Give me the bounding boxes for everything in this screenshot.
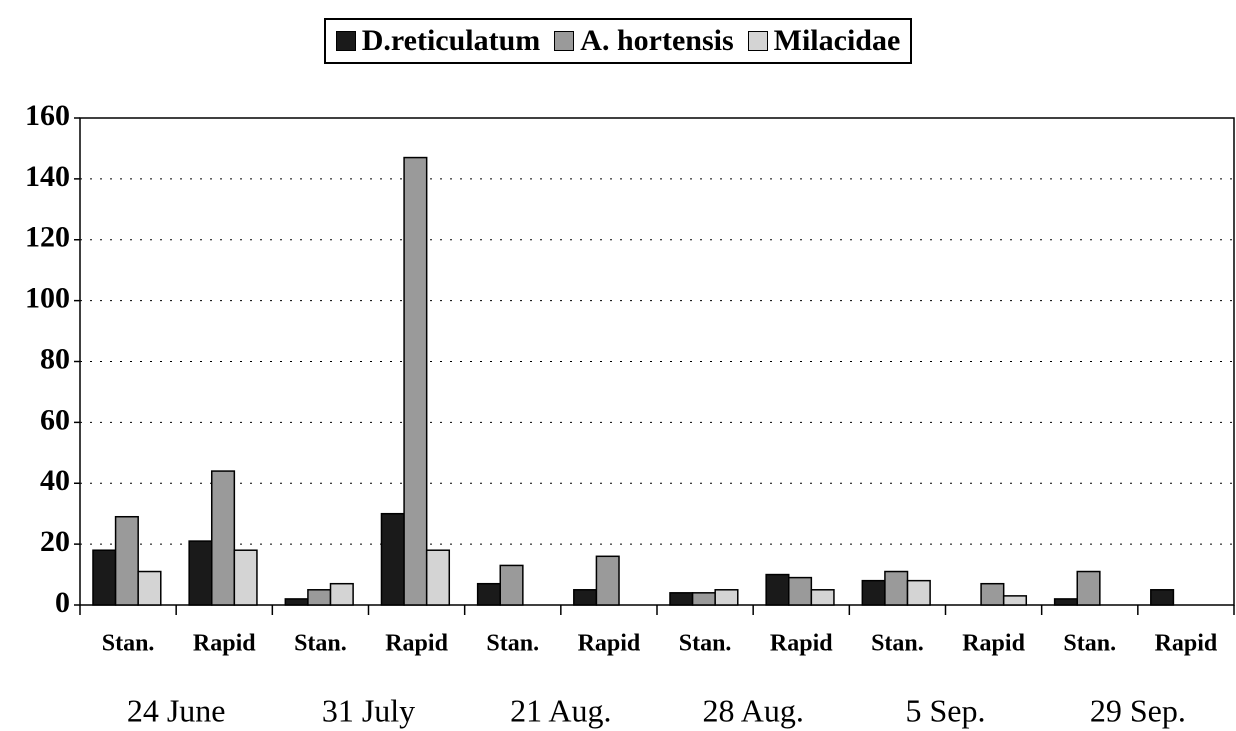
y-tick-label: 80 [40, 342, 70, 375]
x-tick-label: Rapid [578, 631, 641, 657]
bar [691, 592, 716, 606]
group-label: 29 Sep. [1090, 692, 1186, 728]
group-label: 28 Aug. [702, 692, 803, 728]
x-tick-label: Stan. [102, 631, 155, 657]
bar [284, 598, 309, 606]
bar [787, 576, 813, 606]
y-tick-label: 140 [25, 160, 70, 193]
bar [1076, 570, 1101, 606]
y-tick-label: 160 [25, 99, 70, 132]
bar [137, 570, 162, 606]
bar [765, 573, 790, 606]
bar [669, 592, 694, 606]
legend-label: A. hortensis [580, 24, 734, 57]
x-tick-label: Stan. [294, 631, 347, 657]
group-label: 31 July [322, 692, 415, 728]
legend-label: Milacidae [773, 24, 901, 57]
bar [980, 582, 1005, 606]
bar [499, 564, 524, 606]
x-tick-label: Rapid [962, 631, 1025, 657]
legend: D.reticulatum A. hortensis Milacidae [323, 18, 913, 64]
y-tick-label: 100 [25, 282, 70, 315]
x-tick-label: Stan. [679, 631, 732, 657]
bar [906, 579, 931, 606]
y-tick-label: 0 [55, 586, 70, 619]
group-label: 21 Aug. [510, 692, 611, 728]
y-tick-label: 20 [40, 525, 70, 558]
bar [714, 589, 739, 606]
legend-swatch [335, 31, 356, 51]
legend-item: A. hortensis [554, 24, 734, 58]
group-label: 5 Sep. [906, 692, 986, 728]
bar [1150, 589, 1175, 606]
bar [884, 570, 909, 606]
bar [425, 549, 451, 606]
x-tick-label: Rapid [1155, 631, 1218, 657]
bar [210, 470, 236, 606]
bar [92, 549, 117, 606]
bar [476, 582, 501, 606]
bar [861, 579, 886, 606]
bar [573, 589, 598, 606]
x-tick-label: Stan. [1063, 631, 1116, 657]
bar [810, 589, 835, 606]
group-label: 24 June [127, 692, 226, 728]
bar [307, 589, 332, 606]
bar [595, 555, 620, 606]
legend-item: D.reticulatum [335, 24, 541, 58]
bar [188, 540, 213, 606]
bar [114, 515, 139, 606]
bar [1053, 598, 1078, 606]
x-tick-label: Rapid [770, 631, 833, 657]
legend-swatch [554, 31, 575, 51]
bar [380, 512, 405, 606]
legend-swatch [747, 31, 768, 51]
y-tick-label: 40 [40, 464, 70, 497]
legend-label: D.reticulatum [361, 24, 541, 57]
y-tick-label: 60 [40, 403, 70, 436]
legend-item: Milacidae [747, 24, 901, 58]
bar [233, 549, 258, 606]
x-tick-label: Stan. [486, 631, 539, 657]
bar [403, 156, 428, 606]
x-tick-label: Rapid [385, 631, 448, 657]
bar [329, 582, 354, 606]
y-tick-label: 120 [25, 221, 70, 254]
x-tick-label: Stan. [871, 631, 924, 657]
legend-wrap: D.reticulatum A. hortensis Milacidae [0, 18, 1236, 64]
bar [1002, 595, 1028, 606]
x-tick-label: Rapid [193, 631, 256, 657]
